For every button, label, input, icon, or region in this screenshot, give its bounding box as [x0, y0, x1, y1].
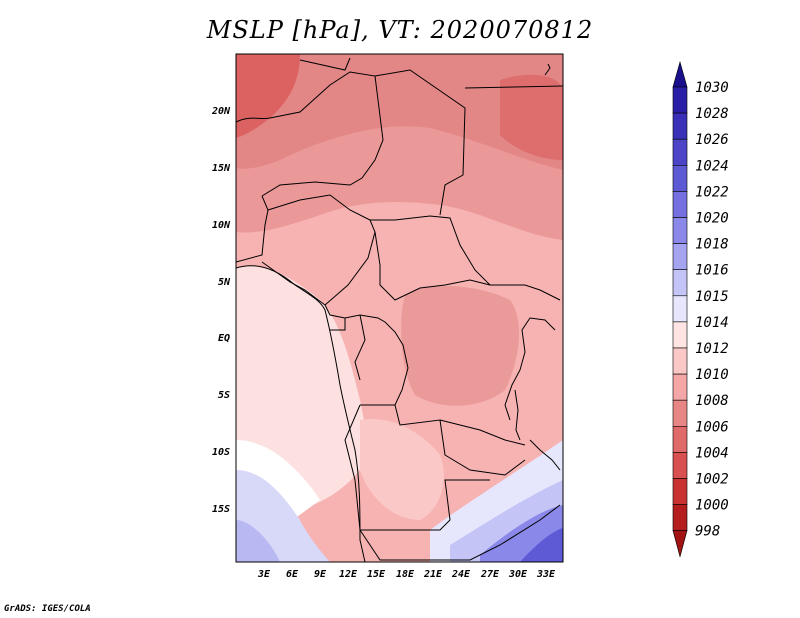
lon-label: 24E — [451, 569, 471, 580]
colorbar-swatch — [672, 347, 688, 375]
colorbar-swatch — [672, 321, 688, 349]
grads-credit: GrADS: IGES/COLA — [4, 604, 91, 614]
lon-label: 21E — [423, 569, 443, 580]
colorbar-label: 1022 — [695, 184, 729, 200]
lat-label: 20N — [211, 106, 231, 117]
colorbar-label: 998 — [695, 524, 720, 540]
colorbar-swatch — [672, 86, 688, 114]
colorbar-swatch — [672, 478, 688, 505]
map-panel — [236, 54, 563, 562]
colorbar-label: 1008 — [695, 393, 729, 409]
lat-label: 5N — [218, 277, 231, 288]
lat-label: 10N — [212, 220, 231, 231]
country-borders — [236, 57, 563, 562]
colorbar-swatch — [672, 191, 688, 218]
colorbar-label: 1020 — [695, 211, 729, 227]
colorbar-label: 1000 — [695, 498, 729, 514]
lon-label: 18E — [396, 569, 415, 580]
lat-label: 5S — [218, 390, 230, 401]
lon-label: 30E — [508, 569, 528, 580]
map-frame — [235, 53, 564, 563]
colorbar-swatch — [672, 269, 688, 297]
lon-label: 9E — [314, 569, 327, 580]
lat-label: 15N — [212, 163, 231, 174]
colorbar-swatch — [672, 138, 688, 166]
colorbar-swatch — [672, 217, 688, 244]
colorbar-label: 1026 — [695, 132, 729, 148]
colorbar-swatch — [672, 399, 688, 427]
lon-label: 6E — [286, 569, 299, 580]
colorbar-swatch — [672, 425, 688, 453]
lon-label: 15E — [367, 569, 386, 580]
lat-label: 10S — [212, 447, 230, 458]
colorbar-swatch — [672, 60, 688, 88]
colorbar-label: 1024 — [695, 158, 729, 174]
latitude-axis: 20N 15N 10N 5N EQ 5S 10S 15S — [211, 106, 231, 515]
colorbar-label: 1010 — [695, 367, 729, 383]
colorbar-label: 1018 — [695, 237, 729, 253]
lat-label: 15S — [212, 504, 230, 515]
colorbar-swatch — [672, 452, 688, 479]
map-title: MSLP [hPa], VT: 2020070812 — [206, 16, 594, 44]
colorbar-swatch — [672, 165, 688, 192]
colorbar-label: 1028 — [695, 106, 729, 122]
colorbar-label: 1016 — [695, 263, 729, 279]
colorbar-swatch — [672, 504, 688, 532]
lon-label: 33E — [536, 569, 556, 580]
colorbar-label: 1015 — [695, 289, 729, 305]
lon-label: 3E — [257, 569, 271, 580]
colorbar-label: 1030 — [695, 80, 729, 96]
colorbar-label: 1012 — [695, 341, 729, 357]
lat-label: EQ — [218, 333, 230, 344]
colorbar-swatch — [672, 530, 688, 558]
colorbar-label: 1002 — [695, 472, 729, 488]
colorbar-swatch — [672, 243, 688, 271]
lon-label: 12E — [339, 569, 358, 580]
colorbar-label: 1004 — [695, 445, 729, 461]
colorbar-swatch — [672, 112, 688, 140]
longitude-axis: 3E 6E 9E 12E 15E 18E 21E 24E 27E 30E 33E — [257, 569, 556, 580]
colorbar-label: 1014 — [695, 315, 729, 331]
colorbar: 1030 1028 1026 1024 1022 1020 1018 1016 1015 1014… — [672, 60, 729, 558]
colorbar-swatch — [672, 373, 688, 401]
colorbar-label: 1006 — [695, 419, 729, 435]
colorbar-swatch — [672, 295, 688, 323]
lon-label: 27E — [480, 569, 500, 580]
